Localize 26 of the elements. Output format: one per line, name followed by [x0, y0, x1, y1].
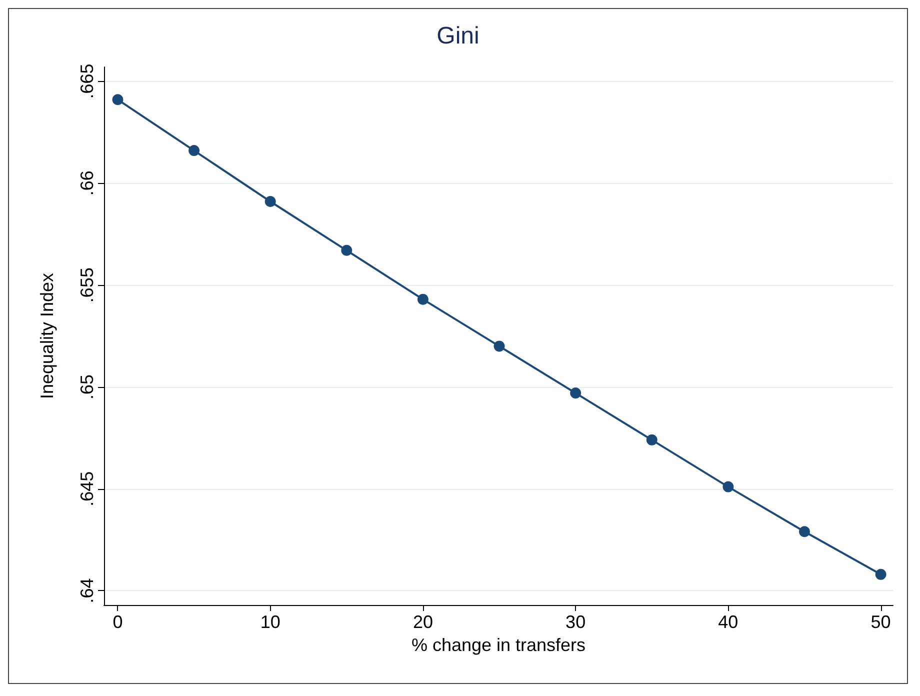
x-tick-label: 30: [566, 612, 586, 632]
y-tick-label: .655: [77, 268, 97, 303]
x-tick-label: 40: [718, 612, 738, 632]
y-tick-label: .65: [77, 374, 97, 400]
point: [646, 434, 658, 446]
y-tick-label: .645: [77, 471, 97, 506]
x-tick-label: 50: [870, 612, 891, 632]
y-tick-label: .64: [77, 578, 97, 604]
point: [494, 340, 505, 352]
point: [264, 196, 276, 207]
point: [798, 526, 810, 538]
chart-title: Gini: [436, 22, 480, 50]
point: [722, 481, 734, 492]
x-tick-label: 20: [412, 612, 433, 632]
point: [417, 294, 428, 305]
point: [570, 388, 582, 399]
y-tick-label: .665: [77, 64, 97, 99]
x-axis-title: % change in transfers: [411, 634, 586, 655]
point: [188, 145, 200, 156]
y-axis-title: Inequality Index: [37, 272, 57, 400]
point: [875, 568, 886, 580]
point: [341, 244, 352, 256]
x-tick-label: 0: [112, 612, 123, 632]
y-tick-label: .66: [77, 170, 97, 196]
x-tick-label: 10: [260, 612, 280, 632]
point: [112, 94, 124, 106]
